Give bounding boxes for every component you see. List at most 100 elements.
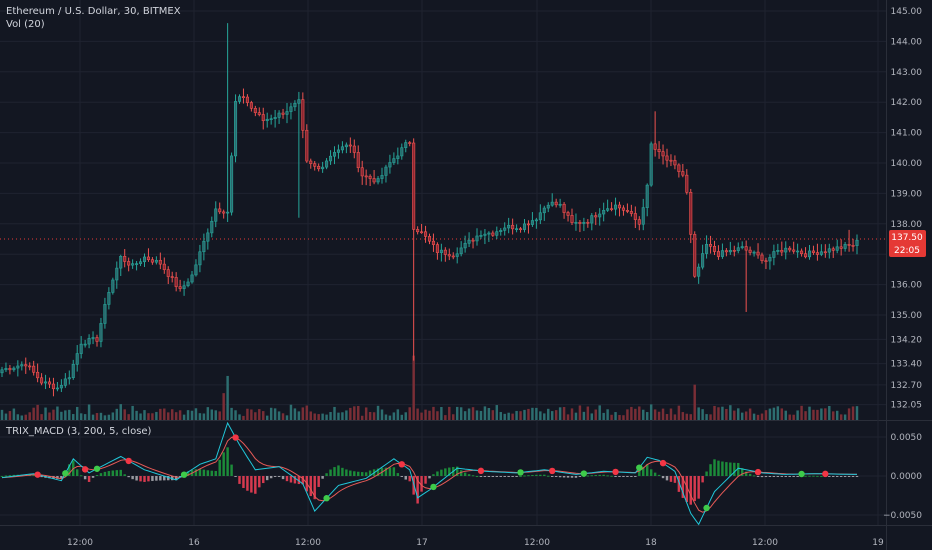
candle-body[interactable] [103, 304, 107, 324]
candle-body[interactable] [40, 377, 44, 384]
candle-body[interactable] [139, 261, 143, 264]
candle-body[interactable] [546, 204, 550, 209]
candle-body[interactable] [237, 96, 242, 102]
candle-body[interactable] [368, 175, 372, 179]
candle-body[interactable] [241, 96, 245, 98]
candle-body[interactable] [657, 149, 661, 152]
candle-body[interactable] [582, 221, 586, 224]
candle-body[interactable] [289, 106, 293, 112]
candle-body[interactable] [633, 213, 637, 220]
candle-body[interactable] [360, 167, 364, 177]
candle-body[interactable] [637, 219, 641, 225]
candle-body[interactable] [831, 248, 835, 251]
candle-body[interactable] [400, 147, 404, 157]
candle-body[interactable] [162, 263, 166, 270]
candle-body[interactable] [154, 260, 158, 263]
candle-body[interactable] [681, 171, 685, 176]
candle-body[interactable] [475, 235, 479, 242]
candle-body[interactable] [412, 142, 416, 230]
candle-body[interactable] [107, 292, 111, 305]
candle-body[interactable] [392, 158, 396, 163]
candle-body[interactable] [847, 244, 851, 246]
candle-body[interactable] [142, 256, 147, 263]
candle-body[interactable] [166, 269, 170, 277]
candle-body[interactable] [301, 99, 305, 131]
candle-body[interactable] [712, 246, 717, 252]
candle-body[interactable] [265, 118, 269, 122]
candle-body[interactable] [827, 248, 831, 253]
candle-body[interactable] [424, 231, 428, 237]
candle-body[interactable] [127, 261, 131, 266]
candle-body[interactable] [522, 223, 527, 230]
candle-body[interactable] [641, 207, 645, 225]
candle-body[interactable] [388, 162, 392, 168]
candle-body[interactable] [356, 152, 360, 169]
candle-body[interactable] [12, 367, 16, 371]
candle-body[interactable] [740, 246, 744, 249]
candle-body[interactable] [788, 247, 792, 251]
candle-body[interactable] [689, 191, 693, 235]
candle-body[interactable] [507, 224, 511, 229]
candle-body[interactable] [348, 144, 352, 147]
candle-body[interactable] [843, 244, 847, 249]
candle-body[interactable] [285, 111, 289, 115]
candle-body[interactable] [629, 211, 633, 214]
candle-body[interactable] [772, 251, 776, 258]
candle-body[interactable] [186, 281, 190, 287]
candle-body[interactable] [586, 221, 590, 224]
candle-body[interactable] [344, 144, 348, 148]
candle-body[interactable] [669, 159, 673, 162]
candle-body[interactable] [855, 239, 859, 246]
candle-body[interactable] [526, 223, 530, 226]
candle-body[interactable] [530, 220, 534, 225]
candle-body[interactable] [463, 242, 467, 249]
candle-body[interactable] [776, 249, 780, 252]
candle-body[interactable] [269, 118, 273, 120]
candle-body[interactable] [63, 378, 67, 386]
candle-body[interactable] [206, 232, 210, 242]
candle-body[interactable] [396, 155, 400, 159]
candle-body[interactable] [570, 215, 574, 223]
candle-body[interactable] [558, 203, 562, 206]
candle-body[interactable] [202, 240, 206, 253]
candle-body[interactable] [384, 166, 388, 176]
candle-body[interactable] [768, 257, 772, 262]
candle-body[interactable] [661, 151, 665, 157]
candle-body[interactable] [352, 145, 356, 153]
candle-body[interactable] [234, 101, 238, 157]
candle-body[interactable] [566, 212, 570, 216]
candle-body[interactable] [372, 178, 376, 183]
candle-body[interactable] [685, 174, 689, 193]
candle-body[interactable] [325, 160, 329, 168]
candle-body[interactable] [693, 234, 697, 277]
candle-body[interactable] [614, 204, 618, 210]
candle-body[interactable] [760, 254, 764, 262]
candle-body[interactable] [804, 253, 808, 258]
candle-body[interactable] [20, 364, 24, 367]
candle-body[interactable] [665, 155, 669, 161]
candle-body[interactable] [150, 259, 154, 263]
candle-body[interactable] [744, 246, 748, 251]
candle-body[interactable] [8, 368, 12, 371]
candle-body[interactable] [146, 256, 150, 260]
candle-body[interactable] [697, 266, 701, 277]
candle-body[interactable] [95, 337, 99, 342]
candle-body[interactable] [435, 244, 439, 253]
candle-body[interactable] [4, 368, 8, 371]
candle-body[interactable] [336, 149, 340, 153]
candle-body[interactable] [709, 244, 713, 247]
candle-body[interactable] [198, 251, 202, 266]
candle-body[interactable] [764, 260, 768, 263]
candle-body[interactable] [621, 207, 625, 211]
candle-body[interactable] [716, 251, 720, 257]
candle-body[interactable] [111, 279, 115, 293]
candle-body[interactable] [218, 208, 222, 213]
candle-body[interactable] [578, 221, 582, 224]
candle-body[interactable] [59, 385, 63, 389]
candle-body[interactable] [839, 246, 843, 249]
candle-body[interactable] [574, 221, 578, 224]
candle-body[interactable] [851, 244, 855, 247]
candle-body[interactable] [230, 155, 234, 213]
candle-body[interactable] [420, 231, 424, 234]
candle-body[interactable] [404, 142, 408, 149]
